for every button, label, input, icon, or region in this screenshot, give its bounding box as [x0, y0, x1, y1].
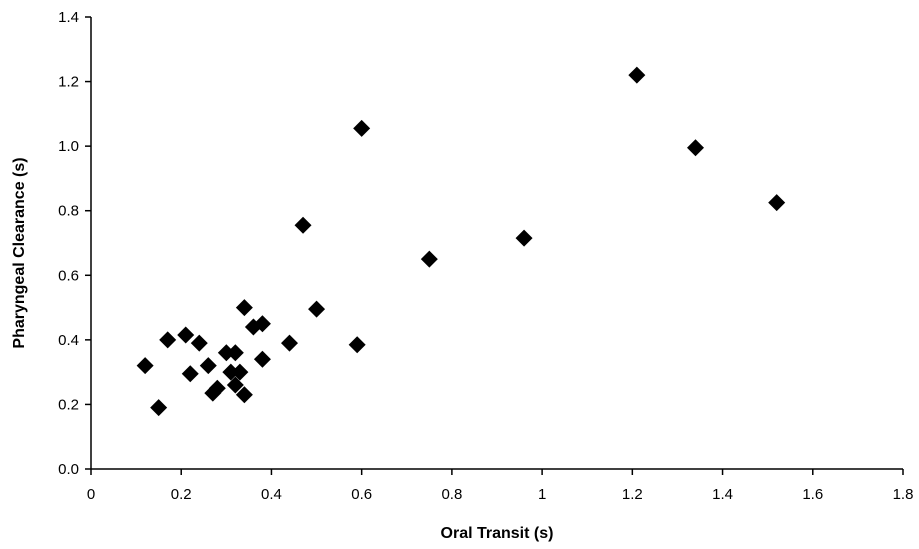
- y-axis-title: Pharyngeal Clearance (s): [11, 157, 28, 348]
- x-tick-label: 0.8: [441, 486, 462, 503]
- data-point-diamond: [515, 229, 533, 247]
- data-points: [136, 66, 786, 417]
- data-point-diamond: [222, 363, 240, 381]
- data-point-diamond: [686, 139, 704, 157]
- data-point-diamond: [420, 250, 438, 268]
- data-point-diamond: [190, 334, 208, 352]
- data-point-diamond: [177, 326, 195, 344]
- y-tick-label: 0.2: [58, 396, 79, 413]
- data-point-diamond: [208, 379, 226, 397]
- y-tick-label: 0.8: [58, 203, 79, 220]
- x-tick-label: 0.4: [261, 486, 282, 503]
- data-point-diamond: [628, 66, 646, 84]
- y-tick-label: 0.6: [58, 267, 79, 284]
- data-point-diamond: [231, 363, 249, 381]
- data-point-diamond: [253, 350, 271, 368]
- data-point-diamond: [150, 399, 168, 417]
- data-point-diamond: [159, 331, 177, 349]
- x-tick-label: 1.4: [712, 486, 733, 503]
- x-tick-label: 0.6: [351, 486, 372, 503]
- axes: [90, 17, 903, 470]
- y-tick-label: 1.0: [58, 138, 79, 155]
- data-point-diamond: [199, 357, 217, 375]
- data-point-diamond: [308, 300, 326, 318]
- x-tick-label: 1.6: [802, 486, 823, 503]
- x-tick-label: 1.2: [622, 486, 643, 503]
- y-tick-label: 0.4: [58, 332, 79, 349]
- data-point-diamond: [294, 216, 312, 234]
- x-tick-label: 1.8: [893, 486, 914, 503]
- data-point-diamond: [181, 365, 199, 383]
- data-point-diamond: [136, 357, 154, 375]
- x-axis-title: Oral Transit (s): [441, 525, 554, 542]
- data-point-diamond: [226, 344, 244, 362]
- y-tick-label: 0.0: [58, 461, 79, 478]
- data-point-diamond: [235, 299, 253, 317]
- data-point-diamond: [280, 334, 298, 352]
- data-point-diamond: [253, 315, 271, 333]
- data-point-diamond: [235, 386, 253, 404]
- y-tick-label: 1.2: [58, 74, 79, 91]
- y-tick-label: 1.4: [58, 9, 79, 26]
- x-tick-label: 1: [538, 486, 546, 503]
- x-tick-label: 0.2: [171, 486, 192, 503]
- data-point-diamond: [226, 376, 244, 394]
- data-point-diamond: [348, 336, 366, 354]
- y-ticks: 0.0 0.2 0.4 0.6 0.8 1.0 1.2 1.4: [58, 9, 91, 478]
- data-point-diamond: [353, 119, 371, 137]
- x-tick-label: 0: [87, 486, 95, 503]
- data-point-diamond: [217, 344, 235, 362]
- data-point-diamond: [768, 194, 786, 212]
- x-ticks: 0 0.2 0.4 0.6 0.8 1 1.2 1.4 1.6 1.8: [87, 469, 914, 503]
